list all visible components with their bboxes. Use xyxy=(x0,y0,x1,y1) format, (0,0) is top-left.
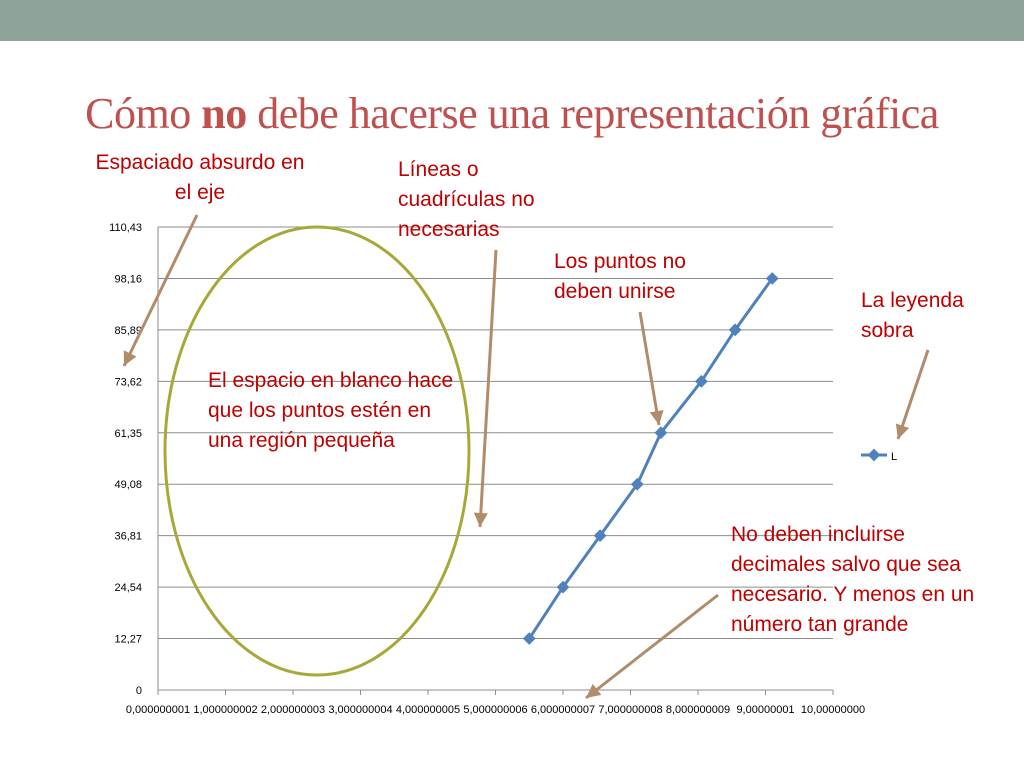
whitespace-highlight-ellipse xyxy=(163,225,471,677)
y-tick-label: 85,89 xyxy=(114,325,142,337)
x-tick-label: 4,000000005 xyxy=(396,704,460,716)
x-tick-label: 6,000000007 xyxy=(531,704,595,716)
legend-marker xyxy=(867,448,881,462)
annotation-points-joined: Los puntos no deben unirse xyxy=(554,250,686,303)
x-tick-label: 9,00000001 xyxy=(736,704,794,716)
x-tick-label: 3,000000004 xyxy=(328,704,392,716)
y-tick-label: 12,27 xyxy=(114,634,142,646)
y-tick-label: 98,16 xyxy=(114,273,142,285)
slide-top-bar xyxy=(0,0,1024,41)
arrow-legend xyxy=(895,349,930,440)
annotation-axis-spacing: Espaciado absurdo en el eje xyxy=(95,151,305,204)
annotation-legend: La leyenda sobra xyxy=(861,289,964,342)
arrow-axis-spacing xyxy=(122,214,199,367)
x-tick-label: 10,00000000 xyxy=(801,704,865,716)
x-tick-label: 8,000000009 xyxy=(666,704,730,716)
arrow-gridlines xyxy=(473,249,498,528)
title-prefix: Cómo xyxy=(85,89,202,138)
y-tick-label: 49,08 xyxy=(114,479,142,491)
slide-title: Cómo no debe hacerse una representación … xyxy=(0,88,1024,139)
x-tick-label: 1,000000002 xyxy=(193,704,257,716)
title-suffix: debe hacerse una representación gráfica xyxy=(246,89,939,138)
series-line xyxy=(528,277,774,640)
y-tick-label: 110,43 xyxy=(109,222,142,234)
legend-label: L xyxy=(891,451,897,463)
title-emphasis: no xyxy=(201,89,247,138)
annotation-gridlines: Líneas o cuadrículas no necesarias xyxy=(398,158,535,241)
x-tick-label: 0,000000001 xyxy=(126,704,190,716)
y-tick-label: 24,54 xyxy=(114,582,142,594)
annotation-whitespace: El espacio en blanco hace que los puntos… xyxy=(208,369,454,452)
y-tick-label: 73,62 xyxy=(114,376,142,388)
arrow-decimals xyxy=(585,593,719,700)
x-tick-label: 7,000000008 xyxy=(598,704,662,716)
y-tick-label: 36,81 xyxy=(114,531,142,543)
arrow-points-joined xyxy=(638,311,664,426)
y-tick-label: 61,35 xyxy=(114,428,142,440)
annotation-decimals: No deben incluirse decimales salvo que s… xyxy=(731,523,975,636)
y-tick-label: 0 xyxy=(136,685,142,697)
x-tick-label: 2,000000003 xyxy=(261,704,325,716)
x-tick-label: 5,000000006 xyxy=(463,704,527,716)
